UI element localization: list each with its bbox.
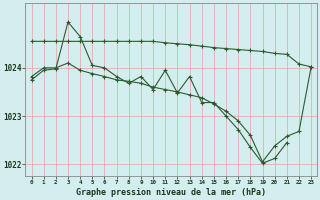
X-axis label: Graphe pression niveau de la mer (hPa): Graphe pression niveau de la mer (hPa) xyxy=(76,188,266,197)
